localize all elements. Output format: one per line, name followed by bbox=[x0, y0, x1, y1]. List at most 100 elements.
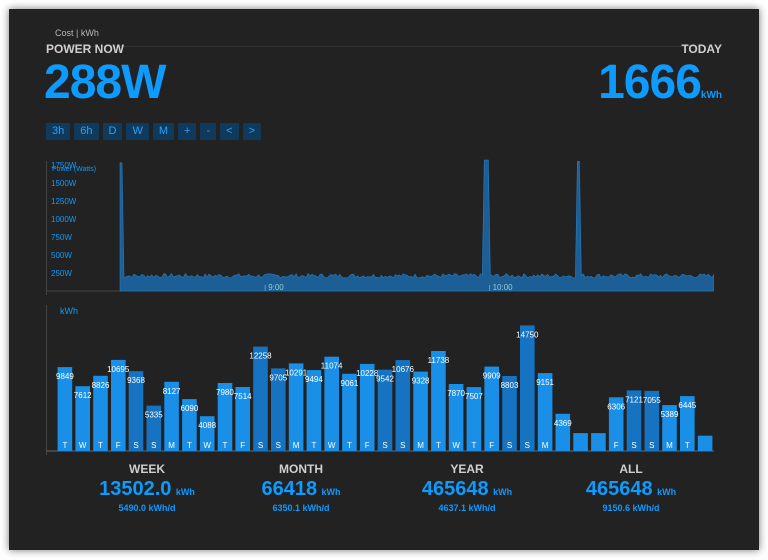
daily-bar bbox=[324, 356, 339, 451]
daily-bar-day-label: F bbox=[365, 441, 370, 450]
daily-bar-value-label: 10228 bbox=[356, 369, 379, 378]
daily-bar bbox=[431, 351, 446, 451]
daily-bar-value-label: 9151 bbox=[536, 378, 554, 387]
daily-bar-value-label: 10695 bbox=[107, 365, 130, 374]
daily-bar-day-label: T bbox=[187, 441, 192, 450]
stat-year: YEAR 465648 kWh 4637.1 kWh/d bbox=[392, 462, 542, 513]
stat-year-daily: 4637.1 kWh/d bbox=[438, 503, 496, 513]
stat-month-value: 66418 bbox=[261, 478, 318, 500]
power-chart-x-tick: 10:00 bbox=[493, 283, 514, 292]
daily-bar-day-label: M bbox=[168, 441, 175, 450]
stat-week-value: 13502.0 bbox=[99, 478, 172, 500]
power-chart-y-tick: 500W bbox=[51, 251, 72, 260]
today-value-box: 1666kWh bbox=[598, 55, 722, 110]
pan-right-button[interactable]: > bbox=[242, 123, 261, 140]
top-bar: Cost | kWh bbox=[55, 23, 713, 47]
power-now-label: POWER NOW bbox=[46, 42, 124, 56]
daily-bar-value-label: 7507 bbox=[465, 392, 483, 401]
stat-year-title: YEAR bbox=[450, 462, 484, 476]
pan-left-button[interactable]: < bbox=[220, 123, 239, 140]
power-series-area bbox=[119, 159, 714, 292]
daily-bar bbox=[342, 373, 357, 451]
range-day-button[interactable]: D bbox=[102, 123, 123, 140]
daily-kwh-chart[interactable]: kWh 9849 T 7612 W 8826 T 10695 F 9368 S 5335 S 8127 M 6… bbox=[46, 297, 714, 455]
daily-bar-value-label: 4088 bbox=[198, 421, 216, 430]
daily-bar-day-label: T bbox=[347, 441, 352, 450]
daily-bar-value-label: 9542 bbox=[376, 375, 394, 384]
daily-bar bbox=[484, 366, 499, 451]
zoom-out-button[interactable]: - bbox=[200, 123, 217, 140]
daily-bar-day-label: W bbox=[203, 441, 211, 450]
daily-bar-day-label: S bbox=[649, 441, 654, 450]
daily-bar-value-label: 8803 bbox=[501, 381, 519, 390]
stat-all-title: ALL bbox=[619, 462, 643, 476]
daily-bar-value-label: 6445 bbox=[678, 401, 696, 410]
daily-bar bbox=[164, 381, 179, 451]
daily-bar-value-label: 5335 bbox=[145, 411, 163, 420]
zoom-in-button[interactable]: + bbox=[178, 123, 197, 140]
range-6h-button[interactable]: 6h bbox=[74, 123, 99, 140]
daily-bar-day-label: M bbox=[666, 441, 673, 450]
daily-bar bbox=[537, 373, 553, 451]
power-chart-y-tick: 1750W bbox=[51, 161, 77, 170]
daily-bar-day-label: T bbox=[471, 441, 476, 450]
daily-bar bbox=[413, 371, 428, 451]
daily-bar bbox=[217, 383, 233, 451]
stat-month-title: MONTH bbox=[279, 462, 323, 476]
daily-bar-day-label: S bbox=[133, 441, 138, 450]
daily-bar bbox=[146, 405, 162, 451]
range-3h-button[interactable]: 3h bbox=[46, 123, 71, 140]
stat-year-unit: kWh bbox=[493, 487, 513, 497]
daily-bar-value-label: 7514 bbox=[234, 392, 252, 401]
daily-bar-day-label: F bbox=[614, 441, 619, 450]
daily-bar-day-label: T bbox=[62, 441, 67, 450]
daily-bar bbox=[182, 399, 197, 451]
power-chart[interactable]: Power (Watts)1750W 1500W 1250W 1000W 750W 500… bbox=[46, 153, 714, 295]
stat-month-unit: kWh bbox=[321, 487, 341, 497]
daily-bar-value-label: 5389 bbox=[661, 410, 679, 419]
daily-bar bbox=[466, 387, 482, 451]
daily-bar bbox=[520, 325, 535, 451]
daily-bar-value-label: 9909 bbox=[483, 372, 501, 381]
daily-bar bbox=[626, 390, 642, 451]
daily-bar-day-label: T bbox=[685, 441, 690, 450]
chart-controls: 3h 6h D W M + - < > bbox=[46, 123, 261, 140]
daily-bar bbox=[271, 368, 286, 451]
daily-bar-day-label: T bbox=[222, 441, 227, 450]
power-chart-y-tick: 1500W bbox=[51, 179, 77, 188]
stat-all-value: 465648 bbox=[585, 478, 653, 500]
stat-all: ALL 465648 kWh 9150.6 kWh/d bbox=[556, 462, 706, 513]
daily-bar bbox=[377, 369, 393, 451]
daily-bar-day-label: W bbox=[328, 441, 336, 450]
daily-bar-day-label: T bbox=[436, 441, 441, 450]
daily-bar bbox=[235, 387, 250, 451]
daily-bar-day-label: S bbox=[258, 441, 263, 450]
daily-bar-day-label: F bbox=[489, 441, 494, 450]
daily-bar-day-label: S bbox=[382, 441, 387, 450]
daily-bar-value-label: 7870 bbox=[447, 389, 465, 398]
view-tabs-label[interactable]: Cost | kWh bbox=[55, 28, 99, 38]
stat-all-unit: kWh bbox=[657, 487, 677, 497]
power-chart-y-tick: 1250W bbox=[51, 197, 77, 206]
daily-bar bbox=[555, 413, 571, 451]
daily-bar-value-label: 7980 bbox=[216, 388, 234, 397]
daily-bar-value-label: 6090 bbox=[181, 404, 199, 413]
daily-bar bbox=[253, 346, 268, 451]
daily-bar bbox=[662, 405, 677, 451]
daily-bar bbox=[448, 384, 464, 451]
range-week-button[interactable]: W bbox=[126, 123, 149, 140]
daily-bar bbox=[591, 433, 606, 451]
range-month-button[interactable]: M bbox=[152, 123, 175, 140]
daily-bar-value-label: 14750 bbox=[516, 330, 539, 339]
stat-week-title: WEEK bbox=[129, 462, 165, 476]
daily-bar-day-label: S bbox=[507, 441, 512, 450]
daily-bar bbox=[57, 367, 73, 451]
daily-bar bbox=[306, 370, 322, 451]
daily-bar-value-label: 10676 bbox=[392, 365, 415, 374]
daily-bar-value-label: 11074 bbox=[321, 362, 343, 371]
daily-chart-ylabel: kWh bbox=[60, 306, 78, 316]
daily-bar bbox=[288, 363, 304, 451]
daily-bar-value-label: 8127 bbox=[163, 387, 181, 396]
daily-bar bbox=[608, 397, 624, 451]
daily-bar-value-label: 7612 bbox=[74, 391, 92, 400]
